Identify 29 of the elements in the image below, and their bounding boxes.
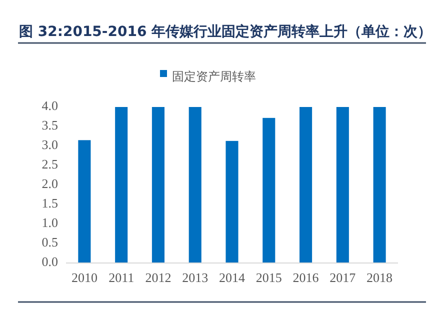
x-tick-label: 2017 [330,270,356,285]
bar [78,140,91,263]
x-tick-label: 2011 [108,270,134,285]
bar [188,107,202,263]
y-tick-label: 3.0 [42,136,58,152]
bar [262,118,276,263]
x-tick-label: 2012 [145,270,172,285]
bar [373,107,386,263]
x-tick-label: 2013 [182,270,208,285]
y-tick-label: 3.5 [42,117,58,132]
x-tick-label: 2014 [219,270,246,285]
legend-label: 固定资产周转率 [172,69,256,84]
bar [115,107,128,263]
y-tick-label: 2.5 [42,156,58,172]
bar [226,140,238,263]
bar [336,107,349,263]
x-tick-label: 2018 [366,270,393,285]
y-tick-label: 0.0 [42,254,58,269]
y-tick-label: 1.5 [42,195,58,210]
x-tick-label: 2015 [256,270,282,285]
y-tick-label: 2.0 [42,176,58,191]
x-tick-label: 2010 [71,270,98,285]
y-tick-label: 4.0 [42,98,58,113]
y-tick-label: 0.5 [42,234,58,250]
y-tick-label: 1.0 [42,214,58,230]
bar [300,107,312,263]
chart-title: 图 32:2015-2016 年传媒行业固定资产周转率上升（单位：次） [19,23,428,40]
x-tick-label: 2016 [292,270,320,285]
bar [152,107,164,263]
